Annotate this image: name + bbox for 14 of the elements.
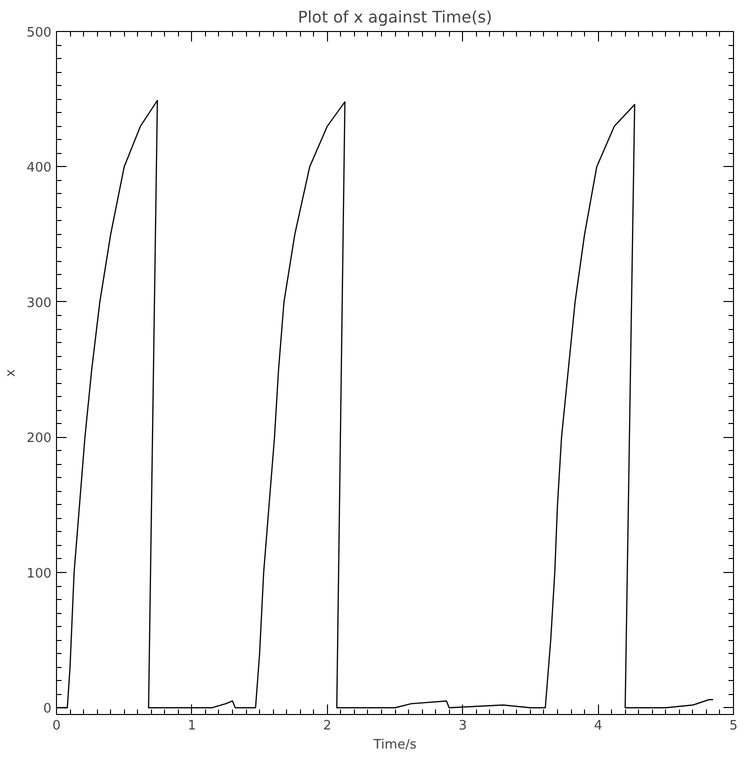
- y-axis-title: x: [4, 368, 19, 377]
- y-tick-label: 300: [26, 296, 52, 311]
- y-tick-label: 500: [26, 26, 52, 40]
- x-tick-label: 2: [323, 718, 332, 734]
- y-tick-label: 100: [26, 566, 52, 582]
- y-tick-label: 0: [43, 702, 52, 717]
- y-tick-label: 200: [26, 431, 52, 446]
- x-tick-label: 3: [458, 718, 467, 734]
- x-axis-title: Time/s: [372, 738, 417, 752]
- x-tick-label: 1: [188, 718, 196, 734]
- y-tick-label: 400: [26, 160, 52, 176]
- chart-title: Plot of x against Time(s): [298, 8, 492, 26]
- x-tick-label: 4: [594, 718, 602, 734]
- x-tick-label: 5: [729, 718, 738, 734]
